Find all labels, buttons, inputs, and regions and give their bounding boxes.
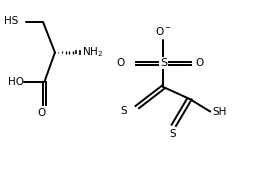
Text: O: O (38, 108, 46, 118)
Text: HS: HS (4, 16, 18, 26)
Text: O: O (116, 58, 124, 68)
Text: S: S (121, 106, 128, 116)
Text: O: O (195, 58, 204, 68)
Text: SH: SH (213, 107, 227, 117)
Text: S: S (169, 130, 176, 139)
Text: NH$_2$: NH$_2$ (82, 46, 103, 59)
Text: S: S (160, 58, 167, 68)
Text: O$^-$: O$^-$ (155, 25, 172, 37)
Text: HO: HO (8, 77, 24, 87)
